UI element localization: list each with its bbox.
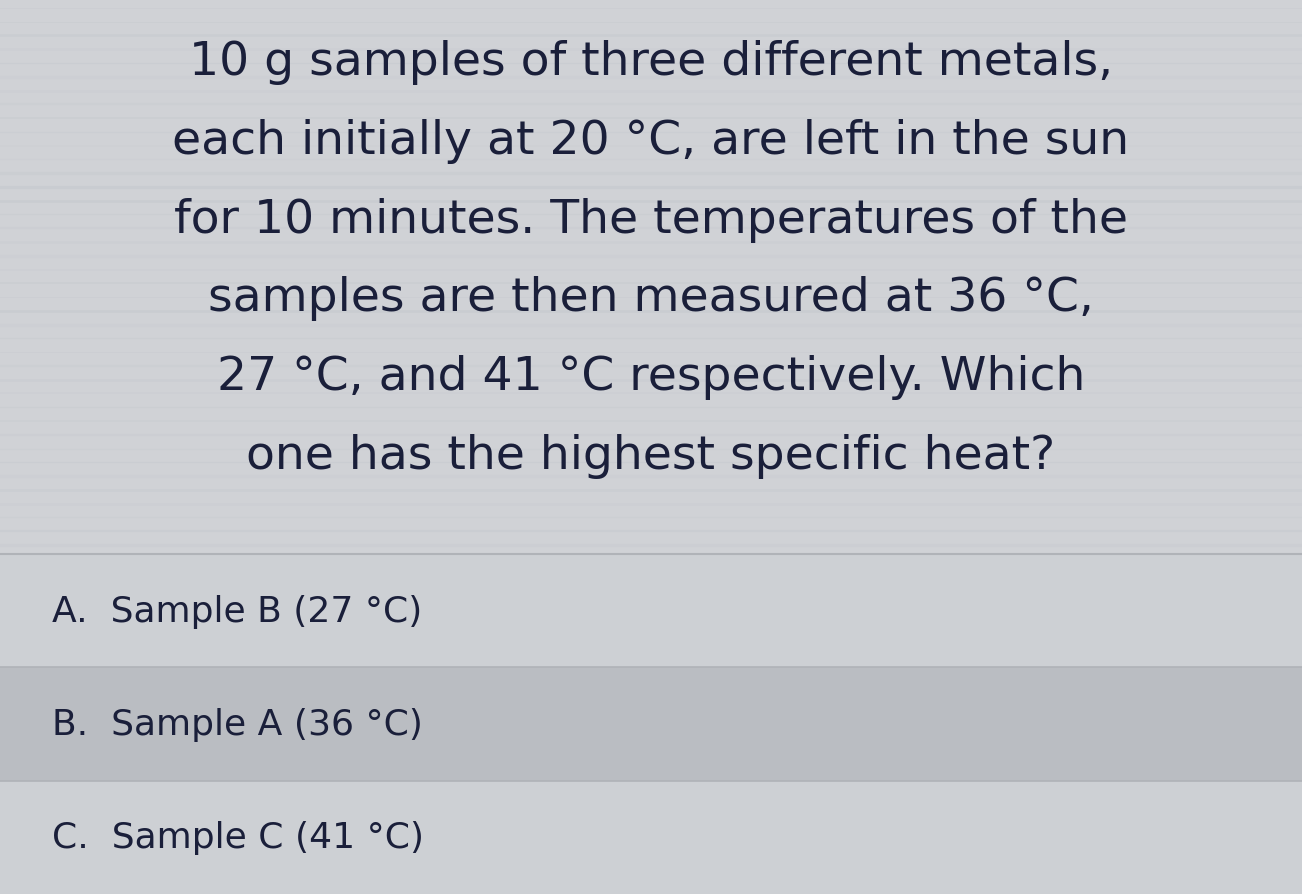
- Bar: [0, 780, 1302, 894]
- Text: for 10 minutes. The temperatures of the: for 10 minutes. The temperatures of the: [174, 198, 1128, 242]
- Text: samples are then measured at 36 °C,: samples are then measured at 36 °C,: [208, 276, 1094, 321]
- Text: A.  Sample B (27 °C): A. Sample B (27 °C): [52, 594, 422, 628]
- Bar: [0, 554, 1302, 668]
- Text: C.  Sample C (41 °C): C. Sample C (41 °C): [52, 821, 424, 855]
- Text: each initially at 20 °C, are left in the sun: each initially at 20 °C, are left in the…: [172, 119, 1130, 164]
- Bar: [0, 668, 1302, 780]
- Text: 10 g samples of three different metals,: 10 g samples of three different metals,: [189, 40, 1113, 85]
- Text: B.  Sample A (36 °C): B. Sample A (36 °C): [52, 707, 423, 741]
- Text: one has the highest specific heat?: one has the highest specific heat?: [246, 434, 1056, 478]
- Text: 27 °C, and 41 °C respectively. Which: 27 °C, and 41 °C respectively. Which: [217, 355, 1085, 400]
- Bar: [0, 0, 1302, 554]
